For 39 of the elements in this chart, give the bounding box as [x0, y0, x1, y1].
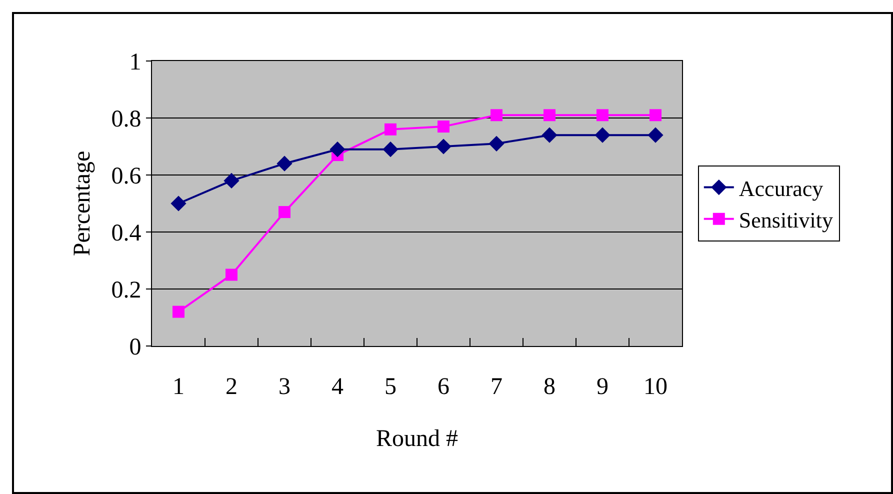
y-tick-label: 0.6 — [111, 163, 142, 190]
x-tick-label: 5 — [384, 374, 396, 400]
point — [330, 142, 346, 158]
point — [384, 123, 396, 136]
x-tick-label: 9 — [596, 374, 608, 400]
legend-label: Sensitivity — [738, 207, 834, 232]
point — [542, 127, 558, 143]
y-axis-title: Percentage — [69, 150, 96, 256]
point — [226, 268, 238, 281]
y-tick-label: 0.8 — [111, 106, 142, 132]
point — [544, 109, 556, 122]
x-tick-label: 3 — [278, 374, 290, 400]
x-tick-label: 1 — [172, 374, 184, 400]
x-tick-label: 10 — [644, 374, 668, 400]
point — [276, 156, 292, 172]
point — [278, 206, 290, 218]
point — [172, 306, 184, 318]
point — [224, 172, 240, 188]
y-tick-label: 0.2 — [111, 277, 142, 304]
x-tick-label: 8 — [544, 374, 556, 400]
x-tick-label: 6 — [438, 374, 450, 400]
y-tick-label: 1 — [129, 49, 142, 76]
point — [596, 109, 608, 122]
y-tick-label: 0.4 — [111, 220, 142, 246]
point — [382, 142, 398, 158]
point — [438, 120, 450, 133]
x-tick-label: 7 — [490, 374, 502, 400]
point — [488, 136, 504, 152]
point — [648, 127, 664, 143]
point — [436, 138, 452, 154]
point — [490, 109, 502, 122]
point — [594, 127, 610, 143]
x-axis-title: Round # — [376, 426, 458, 452]
x-tick-label: 2 — [226, 374, 238, 400]
x-tick-label: 4 — [332, 374, 344, 400]
legend-label: Accuracy — [738, 176, 824, 201]
point — [170, 196, 186, 212]
y-tick-label: 0 — [129, 334, 142, 360]
point — [650, 109, 662, 122]
